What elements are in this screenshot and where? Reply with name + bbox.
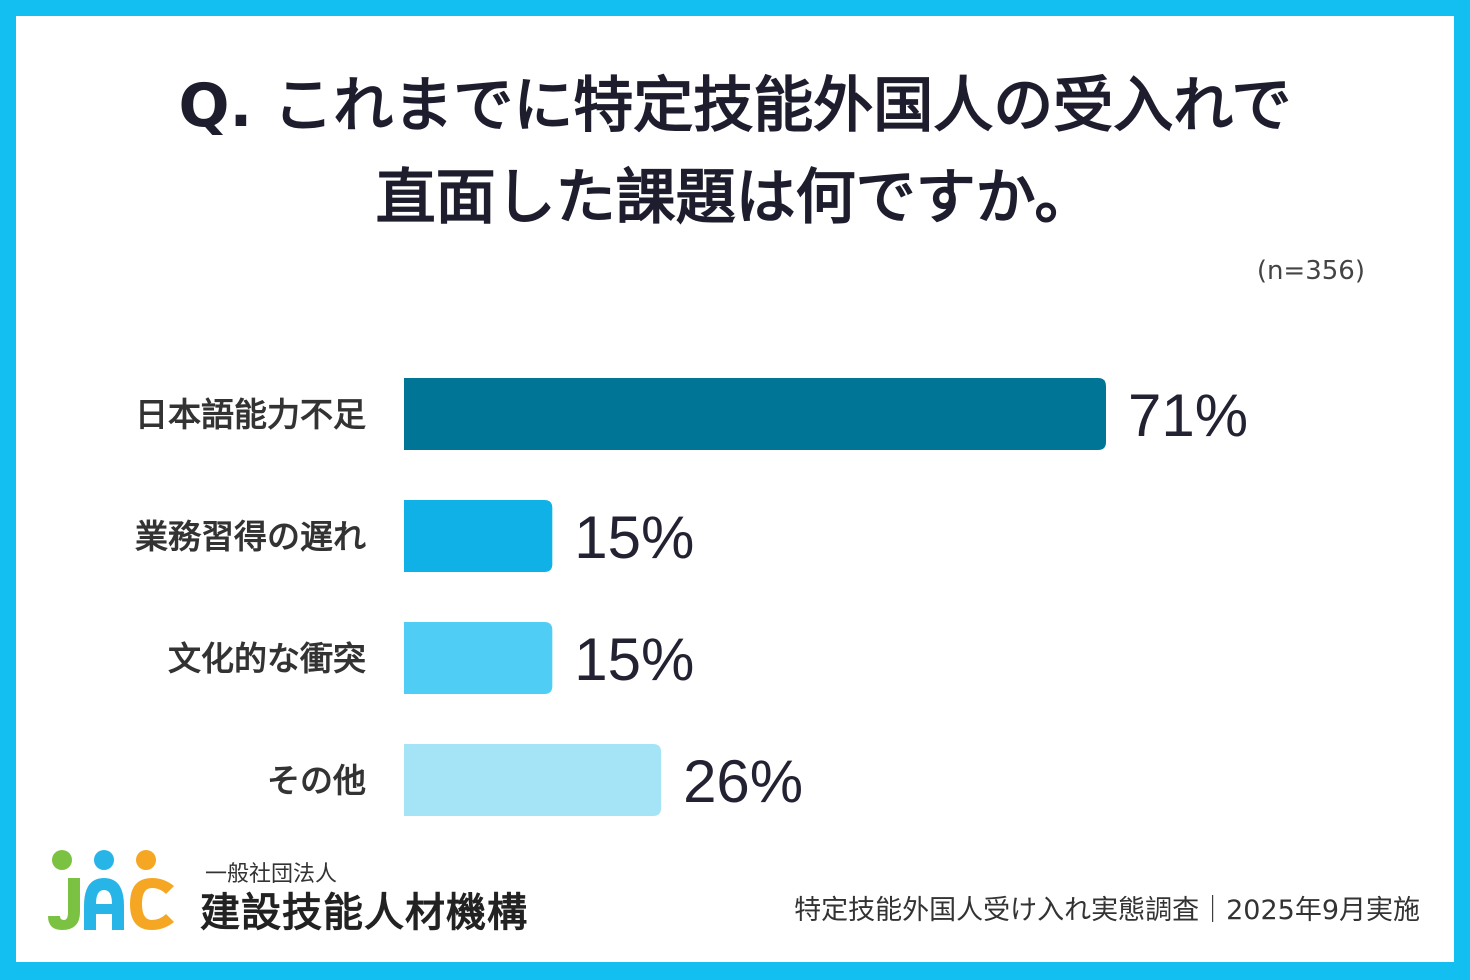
logo-a-shape-icon [84,878,124,930]
category-label: 日本語能力不足 [135,395,366,434]
logo-j-shape-icon [48,878,80,930]
chart-title: Q. これまでに特定技能外国人の受入れで 直面した課題は何ですか。 [0,60,1470,244]
title-line-2: 直面した課題は何ですか。 [375,163,1095,233]
bar-group: 文化的な衝突 15% [168,622,694,694]
bar-group: 日本語能力不足 71% [135,378,1248,450]
logo-subtitle: 一般社団法人 [205,862,338,887]
bar-group: 業務習得の遅れ 15% [135,500,694,572]
bar [404,500,553,572]
category-label: 業務習得の遅れ [135,517,366,556]
bar [404,744,662,816]
value-label: 71% [1128,382,1248,449]
bar [404,378,1106,450]
card-background [16,16,1454,962]
value-label: 15% [574,626,694,693]
logo-c-shape-icon [130,878,174,930]
bar-group: その他 26% [267,744,803,816]
logo-dot-green-icon [52,850,72,870]
category-label: その他 [267,761,366,800]
logo-name: 建設技能人材機構 [200,890,528,936]
value-label: 26% [683,748,803,815]
bar [404,622,553,694]
value-label: 15% [574,504,694,571]
title-line-1: Q. これまでに特定技能外国人の受入れで [178,71,1292,141]
sample-size: (n=356) [1256,256,1365,286]
logo-dot-orange-icon [136,850,156,870]
jac-logo-icon [48,850,174,930]
logo-dot-blue-icon [94,850,114,870]
survey-source: 特定技能外国人受け入れ実態調査｜2025年9月実施 [794,895,1420,926]
category-label: 文化的な衝突 [168,639,366,678]
